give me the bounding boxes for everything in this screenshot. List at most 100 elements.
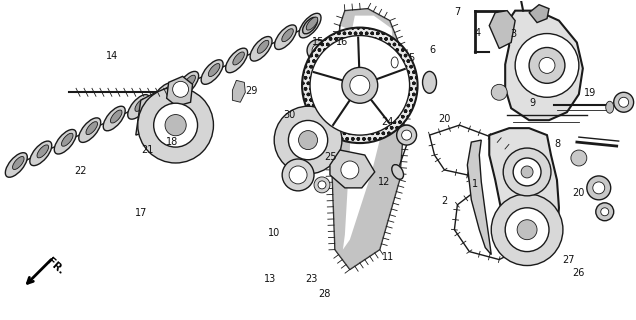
Ellipse shape — [605, 101, 614, 113]
Text: 17: 17 — [134, 208, 147, 218]
Text: 4: 4 — [474, 28, 481, 37]
Ellipse shape — [392, 164, 403, 179]
Text: 19: 19 — [584, 88, 597, 98]
Circle shape — [314, 177, 330, 193]
Text: 20: 20 — [572, 188, 585, 198]
Ellipse shape — [37, 145, 48, 158]
Ellipse shape — [422, 71, 436, 93]
Polygon shape — [467, 140, 491, 255]
Ellipse shape — [160, 87, 171, 100]
Circle shape — [529, 47, 565, 83]
Circle shape — [517, 220, 537, 240]
Text: 21: 21 — [141, 146, 153, 156]
Circle shape — [274, 106, 342, 174]
Polygon shape — [136, 90, 176, 135]
Ellipse shape — [209, 64, 220, 76]
Text: 5: 5 — [408, 53, 415, 63]
Circle shape — [515, 34, 579, 97]
Circle shape — [491, 194, 563, 266]
Ellipse shape — [5, 153, 27, 177]
Circle shape — [513, 158, 541, 186]
Text: 13: 13 — [265, 275, 277, 284]
Ellipse shape — [307, 17, 318, 30]
Circle shape — [596, 203, 614, 221]
Ellipse shape — [391, 57, 398, 68]
Text: 27: 27 — [562, 255, 574, 265]
Circle shape — [521, 166, 533, 178]
Ellipse shape — [103, 106, 125, 131]
Ellipse shape — [388, 52, 402, 73]
Text: 26: 26 — [572, 268, 585, 278]
Ellipse shape — [184, 75, 195, 88]
Text: 8: 8 — [555, 139, 560, 149]
Text: 15: 15 — [312, 37, 324, 47]
Circle shape — [342, 68, 378, 103]
Text: 30: 30 — [284, 110, 296, 120]
Text: 29: 29 — [245, 86, 258, 97]
Polygon shape — [489, 128, 559, 265]
Circle shape — [165, 115, 186, 136]
Circle shape — [288, 120, 328, 160]
Circle shape — [282, 159, 314, 191]
Text: 3: 3 — [510, 29, 516, 39]
Ellipse shape — [258, 40, 269, 53]
Ellipse shape — [275, 25, 296, 50]
Polygon shape — [489, 11, 515, 49]
Text: 12: 12 — [378, 177, 391, 187]
Ellipse shape — [177, 71, 198, 96]
Polygon shape — [332, 9, 406, 269]
Ellipse shape — [233, 52, 244, 65]
Ellipse shape — [299, 13, 321, 38]
Text: 1: 1 — [472, 179, 478, 189]
Ellipse shape — [152, 83, 174, 108]
Polygon shape — [167, 76, 193, 106]
Circle shape — [298, 131, 317, 149]
Circle shape — [350, 76, 370, 95]
Circle shape — [310, 36, 410, 135]
Ellipse shape — [86, 122, 97, 135]
Circle shape — [593, 182, 605, 194]
Circle shape — [138, 87, 214, 163]
Circle shape — [571, 150, 587, 166]
Ellipse shape — [303, 17, 317, 34]
Text: 25: 25 — [324, 152, 337, 162]
Text: 24: 24 — [382, 117, 394, 127]
Ellipse shape — [79, 118, 100, 142]
Ellipse shape — [128, 95, 149, 119]
Text: 16: 16 — [336, 37, 348, 47]
Text: 14: 14 — [106, 52, 118, 61]
Text: 2: 2 — [441, 196, 448, 206]
Text: 22: 22 — [74, 166, 86, 176]
Polygon shape — [505, 11, 583, 120]
Circle shape — [172, 81, 188, 97]
Text: 20: 20 — [438, 114, 451, 124]
Circle shape — [601, 208, 609, 216]
Circle shape — [587, 176, 611, 200]
Text: 6: 6 — [429, 45, 435, 55]
Circle shape — [402, 130, 411, 140]
Text: 11: 11 — [382, 252, 394, 262]
Circle shape — [505, 208, 549, 252]
Ellipse shape — [135, 99, 146, 111]
Ellipse shape — [307, 40, 329, 61]
Circle shape — [341, 161, 359, 179]
Ellipse shape — [250, 36, 272, 61]
Ellipse shape — [282, 29, 293, 42]
Ellipse shape — [13, 156, 24, 170]
Ellipse shape — [111, 110, 122, 123]
Circle shape — [619, 97, 628, 107]
Text: 7: 7 — [454, 7, 460, 17]
Circle shape — [491, 84, 507, 100]
Circle shape — [539, 58, 555, 73]
Text: FR.: FR. — [44, 256, 66, 277]
Circle shape — [318, 181, 326, 189]
Circle shape — [397, 125, 417, 145]
Ellipse shape — [30, 141, 52, 166]
Ellipse shape — [54, 130, 76, 154]
Text: 10: 10 — [268, 228, 280, 238]
Polygon shape — [330, 150, 375, 188]
Text: 23: 23 — [305, 275, 318, 284]
Text: 18: 18 — [166, 138, 179, 148]
Polygon shape — [529, 5, 549, 23]
Ellipse shape — [62, 133, 73, 146]
